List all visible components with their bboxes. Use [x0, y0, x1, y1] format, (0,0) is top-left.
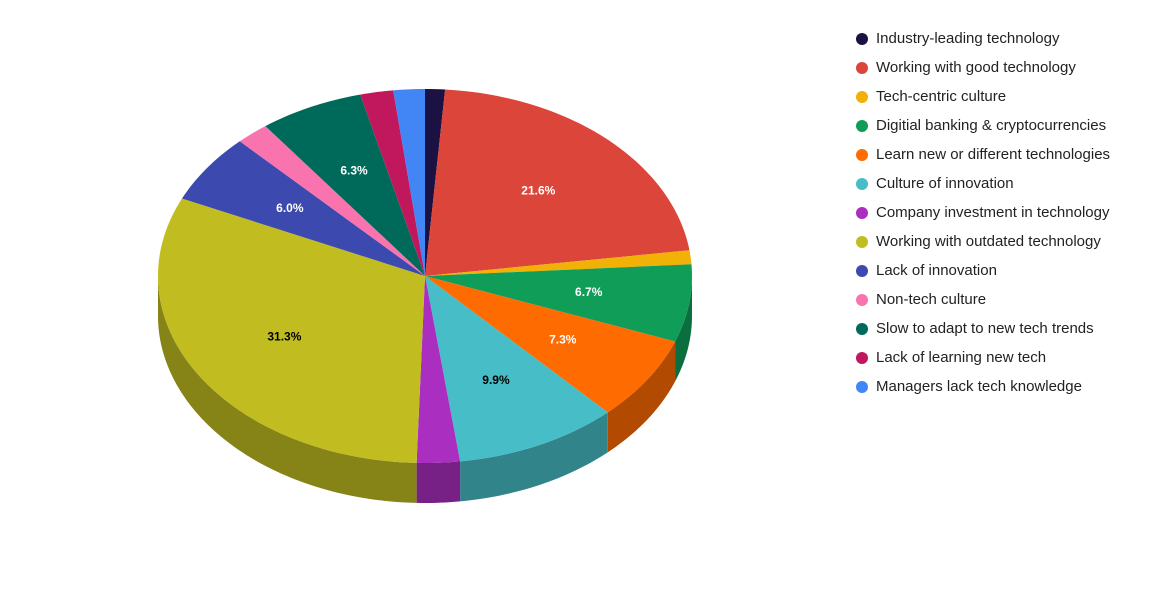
- legend-marker: [856, 265, 868, 277]
- legend-label: Culture of innovation: [876, 175, 1014, 192]
- slice: [425, 264, 692, 342]
- slice: [416, 276, 461, 463]
- slice: [239, 126, 425, 277]
- slice-side: [460, 412, 608, 502]
- legend-marker: [856, 236, 868, 248]
- legend-marker: [856, 178, 868, 190]
- slice-side: [416, 461, 461, 503]
- slice: [158, 198, 425, 463]
- value-label: 21.6%: [521, 184, 555, 198]
- slice: [425, 276, 676, 413]
- legend-marker: [856, 62, 868, 74]
- value-label: 6.7%: [575, 285, 603, 299]
- legend-label: Industry-leading technology: [876, 30, 1060, 47]
- slice-side: [158, 276, 417, 503]
- slice-side: [675, 276, 692, 382]
- legend-label: Working with good technology: [876, 59, 1076, 76]
- value-label: 6.0%: [276, 201, 304, 215]
- slice: [393, 89, 425, 276]
- legend-label: Digitial banking & cryptocurrencies: [876, 117, 1106, 134]
- value-label: 7.3%: [549, 332, 577, 346]
- legend-label: Tech-centric culture: [876, 88, 1006, 105]
- legend-label: Learn new or different technologies: [876, 146, 1110, 163]
- slice: [425, 89, 446, 276]
- legend-label: Non-tech culture: [876, 291, 986, 308]
- legend-marker: [856, 207, 868, 219]
- slice: [425, 250, 692, 276]
- legend-marker: [856, 381, 868, 393]
- slice: [182, 141, 425, 276]
- legend-marker: [856, 33, 868, 45]
- value-label: 31.3%: [267, 329, 301, 343]
- legend-label: Company investment in technology: [876, 204, 1110, 221]
- legend-marker: [856, 352, 868, 364]
- legend-marker: [856, 91, 868, 103]
- legend-label: Managers lack tech knowledge: [876, 378, 1082, 395]
- slice: [425, 89, 690, 277]
- legend-marker: [856, 323, 868, 335]
- slice: [360, 90, 425, 276]
- legend-label: Slow to adapt to new tech trends: [876, 320, 1094, 337]
- legend-label: Working with outdated technology: [876, 233, 1101, 250]
- legend-label: Lack of learning new tech: [876, 349, 1046, 366]
- legend-label: Lack of innovation: [876, 262, 997, 279]
- legend-marker: [856, 120, 868, 132]
- slice: [425, 276, 608, 462]
- legend-marker: [856, 149, 868, 161]
- legend-marker: [856, 294, 868, 306]
- value-label: 6.3%: [340, 163, 368, 177]
- slice: [265, 94, 425, 276]
- slice-side: [607, 341, 676, 453]
- value-label: 9.9%: [482, 373, 510, 387]
